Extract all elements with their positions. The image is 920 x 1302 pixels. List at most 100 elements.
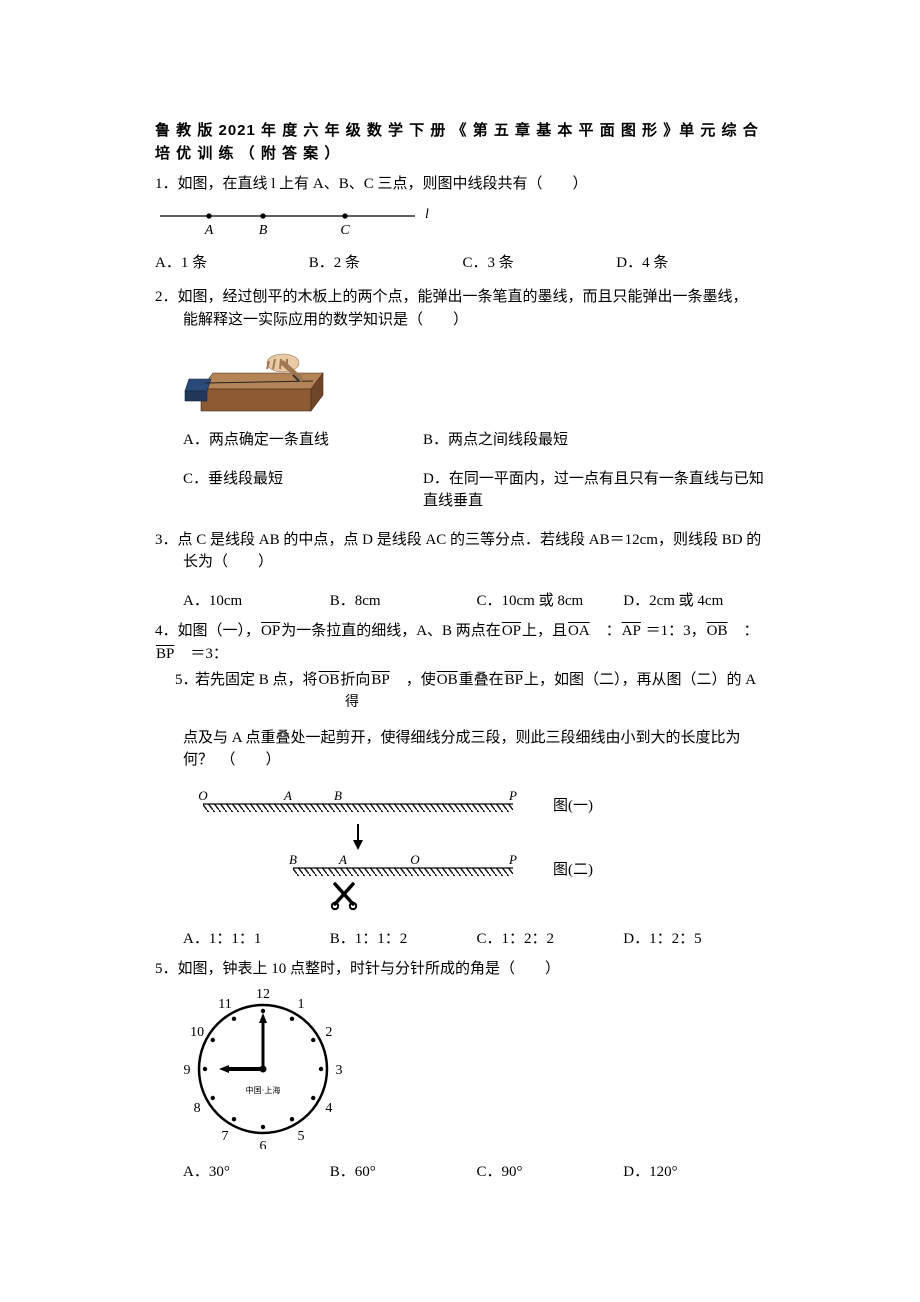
q4-BP2: BP: [370, 669, 390, 692]
q1-options: A．1 条 B．2 条 C．3 条 D．4 条: [155, 252, 770, 275]
svg-text:5: 5: [298, 1128, 305, 1143]
q1-body: 如图，在直线 l 上有 A、B、C 三点，则图中线段共有（ ）: [178, 176, 588, 192]
q3-text: 3．点 C 是线段 AB 的中点，点 D 是线段 AC 的三等分点．若线段 AB…: [155, 529, 770, 574]
q4-subnum: 5．: [175, 669, 198, 692]
q5-body: 如图，钟表上 10 点整时，时针与分针所成的角是（ ）: [178, 961, 561, 977]
q4-sub-b: 折向: [340, 672, 370, 688]
q4-OA: OA: [567, 620, 591, 643]
q4-fig2-B: B: [289, 852, 297, 867]
q1-option-D: D．4 条: [616, 252, 770, 275]
q2-num: 2．: [155, 289, 178, 305]
q1-option-B: B．2 条: [309, 252, 463, 275]
q4-fig2-O: O: [410, 852, 420, 867]
q4-line2: 点及与 A 点重叠处一起剪开，使得细线分成三段，则此三段细线由小到大的长度比为何…: [155, 727, 770, 772]
question-1: 1．如图，在直线 l 上有 A、B、C 三点，则图中线段共有（ ） A B C …: [155, 173, 770, 274]
q4-subline: 5． 若先固定 B 点，将OB折向BP ，使OB重叠在BP上，如图（二），再从图…: [155, 669, 770, 713]
q2-option-B: B．两点之间线段最短: [423, 429, 568, 452]
q4-sub-below: 得: [195, 692, 770, 713]
q4-OP2: OP: [501, 620, 522, 643]
svg-text:8: 8: [194, 1101, 201, 1116]
q4-text: 4．如图（一），OP为一条拉直的细线，A、B 两点在OP上，且OA ：AP ＝1…: [155, 620, 770, 665]
q5-text: 5．如图，钟表上 10 点整时，时针与分针所成的角是（ ）: [155, 958, 770, 981]
q3-option-B: B．8cm: [330, 590, 477, 613]
q4-fig2-A: A: [338, 852, 347, 867]
q2-option-A: A．两点确定一条直线: [183, 429, 383, 452]
q4-fig1-O: O: [198, 788, 208, 803]
question-5: 5．如图，钟表上 10 点整时，时针与分针所成的角是（ ） 1212345678…: [155, 958, 770, 1183]
q4-BP1: BP: [155, 643, 175, 666]
q4-line1a: 如图（一），: [178, 623, 261, 639]
q4-sub-d: 重叠在: [459, 672, 504, 688]
clock-brand: 中国·上海: [246, 1085, 281, 1095]
q4-line1d: ＝1：3，: [642, 623, 706, 639]
svg-text:1: 1: [298, 997, 305, 1012]
q4-line1e: ＝3：: [175, 646, 228, 662]
q5-option-A: A．30°: [183, 1161, 330, 1184]
q4-OB3: OB: [436, 669, 459, 692]
q5-figure: 121234567891011 中国·上海: [155, 989, 770, 1149]
q1-option-A: A．1 条: [155, 252, 309, 275]
q1-label-C: C: [340, 223, 350, 238]
q1-figure: A B C l: [155, 204, 770, 240]
q3-num: 3．: [155, 532, 178, 548]
q4-sub-e: 上，如图（二），再从图（二）的 A: [524, 672, 756, 688]
q3-option-C: C．10cm 或 8cm: [477, 590, 624, 613]
svg-text:11: 11: [218, 997, 231, 1012]
q4-options: A．1：1：1 B．1：1：2 C．1：2：2 D．1：2：5: [155, 928, 770, 951]
q4-sub-c: ，使: [391, 672, 436, 688]
svg-text:2: 2: [325, 1025, 332, 1040]
q5-option-D: D．120°: [623, 1161, 770, 1184]
q5-options: A．30° B．60° C．90° D．120°: [155, 1161, 770, 1184]
svg-text:4: 4: [325, 1101, 332, 1116]
q2-line2: 能解释这一实际应用的数学知识是（ ）: [155, 309, 770, 332]
q4-option-B: B．1：1：2: [330, 928, 477, 951]
q2-options: A．两点确定一条直线 B．两点之间线段最短 C．垂线段最短 D．在同一平面内，过…: [155, 429, 770, 513]
q4-sub-a: 若先固定 B 点，将: [195, 672, 318, 688]
question-3: 3．点 C 是线段 AB 的中点，点 D 是线段 AC 的三等分点．若线段 AB…: [155, 529, 770, 613]
svg-text:7: 7: [222, 1128, 229, 1143]
q4-BP3: BP: [504, 669, 524, 692]
svg-text:3: 3: [336, 1063, 343, 1078]
q1-num: 1．: [155, 176, 178, 192]
q3-line1: 点 C 是线段 AB 的中点，点 D 是线段 AC 的三等分点．若线段 AB＝1…: [178, 532, 762, 548]
q2-line1: 如图，经过刨平的木板上的两个点，能弹出一条笔直的墨线，而且只能弹出一条墨线，: [178, 289, 748, 305]
q1-text: 1．如图，在直线 l 上有 A、B、C 三点，则图中线段共有（ ）: [155, 173, 770, 196]
question-4: 4．如图（一），OP为一条拉直的细线，A、B 两点在OP上，且OA ：AP ＝1…: [155, 620, 770, 950]
svg-text:10: 10: [190, 1025, 204, 1040]
q1-label-B: B: [259, 223, 268, 238]
q4-fig1-label: 图(一): [553, 797, 593, 814]
q4-option-A: A．1：1：1: [183, 928, 330, 951]
q2-option-C: C．垂线段最短: [183, 468, 383, 513]
q2-text: 2．如图，经过刨平的木板上的两个点，能弹出一条笔直的墨线，而且只能弹出一条墨线，…: [155, 286, 770, 331]
q1-label-A: A: [204, 223, 214, 238]
q4-option-C: C．1：2：2: [477, 928, 624, 951]
q4-option-D: D．1：2：5: [623, 928, 770, 951]
q3-options: A．10cm B．8cm C．10cm 或 8cm D．2cm 或 4cm: [155, 590, 770, 613]
q3-option-D: D．2cm 或 4cm: [623, 590, 770, 613]
q4-line1b: 为一条拉直的细线，A、B 两点在: [281, 623, 501, 639]
page-title: 鲁 教 版 2021 年 度 六 年 级 数 学 下 册 《 第 五 章 基 本…: [155, 120, 770, 165]
svg-text:12: 12: [256, 989, 270, 1002]
q4-fig2-P: P: [508, 852, 517, 867]
q2-figure: [155, 339, 770, 417]
q4-OB2: OB: [318, 669, 341, 692]
q5-num: 5．: [155, 961, 178, 977]
q5-option-B: B．60°: [330, 1161, 477, 1184]
q4-line1c: 上，且: [522, 623, 567, 639]
q4-num: 4．: [155, 623, 178, 639]
q2-option-D: D．在同一平面内，过一点有且只有一条直线与已知直线垂直: [423, 468, 770, 513]
q4-AP: AP: [621, 620, 642, 643]
q5-option-C: C．90°: [477, 1161, 624, 1184]
q4-fig1-B: B: [334, 788, 342, 803]
q1-label-l: l: [425, 207, 429, 222]
question-2: 2．如图，经过刨平的木板上的两个点，能弹出一条笔直的墨线，而且只能弹出一条墨线，…: [155, 286, 770, 513]
svg-text:9: 9: [184, 1063, 191, 1078]
q4-OP1: OP: [260, 620, 281, 643]
q4-fig1-A: A: [283, 788, 292, 803]
q4-OB1: OB: [706, 620, 729, 643]
q4-figure: O A B P 图(一) B A O P 图(二): [155, 786, 770, 916]
q3-line2: 长为（ ）: [155, 551, 770, 574]
q4-fig2-label: 图(二): [553, 861, 593, 878]
svg-text:6: 6: [260, 1139, 267, 1149]
q4-fig1-P: P: [508, 788, 517, 803]
